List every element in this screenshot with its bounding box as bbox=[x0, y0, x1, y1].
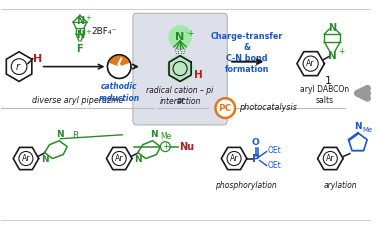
Text: H: H bbox=[33, 54, 42, 64]
Text: 1: 1 bbox=[325, 76, 332, 85]
Circle shape bbox=[161, 142, 170, 152]
Wedge shape bbox=[109, 55, 130, 67]
Text: radical cation – pi
interaction: radical cation – pi interaction bbox=[147, 86, 214, 106]
Text: Ar: Ar bbox=[306, 59, 315, 68]
Text: cathodic
reduction: cathodic reduction bbox=[99, 82, 140, 102]
Text: diverse aryl piperazine: diverse aryl piperazine bbox=[32, 96, 124, 105]
Text: aryl DABCOn
salts: aryl DABCOn salts bbox=[300, 85, 349, 105]
Text: or: or bbox=[177, 96, 185, 105]
Circle shape bbox=[215, 98, 235, 118]
Text: Ar: Ar bbox=[115, 154, 123, 163]
Text: 2BF₄⁻: 2BF₄⁻ bbox=[92, 26, 117, 36]
Circle shape bbox=[168, 25, 192, 49]
Circle shape bbox=[108, 55, 131, 79]
Text: photocatalysis: photocatalysis bbox=[239, 103, 297, 112]
Text: N: N bbox=[56, 130, 64, 139]
Text: F: F bbox=[77, 44, 83, 54]
Text: phosphorylation: phosphorylation bbox=[215, 181, 277, 190]
Text: N: N bbox=[176, 32, 185, 42]
Text: Ar: Ar bbox=[22, 154, 30, 163]
Text: R: R bbox=[72, 131, 78, 140]
Circle shape bbox=[166, 55, 194, 82]
Text: H: H bbox=[194, 70, 203, 80]
Text: r: r bbox=[16, 62, 20, 72]
Text: Nu: Nu bbox=[179, 142, 194, 152]
Text: Me: Me bbox=[161, 132, 172, 141]
Text: N: N bbox=[354, 122, 362, 131]
Text: N: N bbox=[76, 30, 84, 40]
Text: N: N bbox=[41, 155, 49, 164]
Text: N: N bbox=[134, 155, 142, 164]
FancyBboxPatch shape bbox=[133, 13, 227, 125]
Text: +: + bbox=[85, 29, 91, 35]
Text: Charge-transfer
&
C-N bond
formation: Charge-transfer & C-N bond formation bbox=[211, 32, 283, 74]
Text: +: + bbox=[85, 15, 91, 21]
Text: N: N bbox=[328, 23, 336, 33]
Text: N: N bbox=[76, 16, 84, 26]
Text: O: O bbox=[252, 138, 259, 147]
Text: P: P bbox=[252, 153, 259, 164]
Text: N: N bbox=[328, 51, 337, 61]
Text: N: N bbox=[150, 130, 158, 139]
Text: OEt: OEt bbox=[267, 146, 281, 155]
Text: +: + bbox=[338, 47, 344, 56]
Text: Me: Me bbox=[363, 127, 373, 133]
Text: OEt: OEt bbox=[267, 161, 281, 170]
Text: Ar: Ar bbox=[230, 154, 238, 163]
Text: +: + bbox=[162, 142, 169, 151]
Text: ·+: ·+ bbox=[185, 29, 194, 38]
Text: Ar: Ar bbox=[326, 154, 335, 163]
Text: arylation: arylation bbox=[323, 181, 357, 190]
Text: PC: PC bbox=[218, 104, 232, 113]
